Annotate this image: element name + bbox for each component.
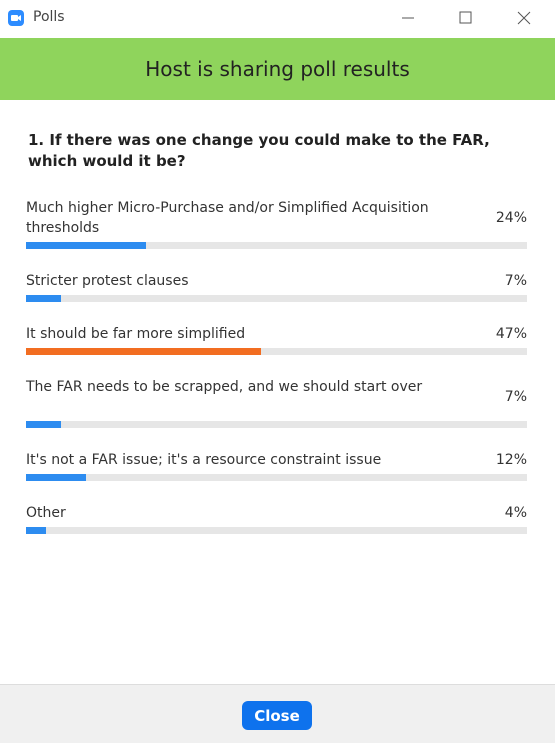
option-label: Much higher Micro-Purchase and/or Simpli… [26,200,429,236]
bar-track [26,348,527,355]
bar-track [26,242,527,249]
bar [26,242,147,249]
title-bar: Polls [0,0,555,38]
bar [26,421,62,428]
option-percent: 7% [504,389,527,405]
window-title: Polls [33,9,65,25]
bar [26,295,62,302]
option-label: Stricter protest clauses [26,273,189,289]
bar-track [26,421,527,428]
question: 1. If there was one change you could mak… [28,131,490,170]
option-percent: 12% [495,452,527,468]
option-label: It's not a FAR issue; it's a resource co… [26,452,382,468]
window-icons [8,10,531,26]
bar-track [26,527,527,534]
option-percent: 47% [495,326,527,342]
close-button[interactable]: Close [242,701,312,730]
option-label: Other [26,505,66,521]
banner: Host is sharing poll results [0,38,555,100]
footer: Close [0,684,555,743]
bar-track [26,295,527,302]
bar [26,474,87,481]
option-label: The FAR needs to be scrapped, and we sho… [26,379,423,395]
bar-track [26,474,527,481]
option-label: It should be far more simplified [26,326,246,342]
bar [26,527,47,534]
option-percent: 7% [504,273,527,289]
option-percent: 4% [504,505,527,521]
bar [26,348,262,355]
option-percent: 24% [495,210,527,226]
